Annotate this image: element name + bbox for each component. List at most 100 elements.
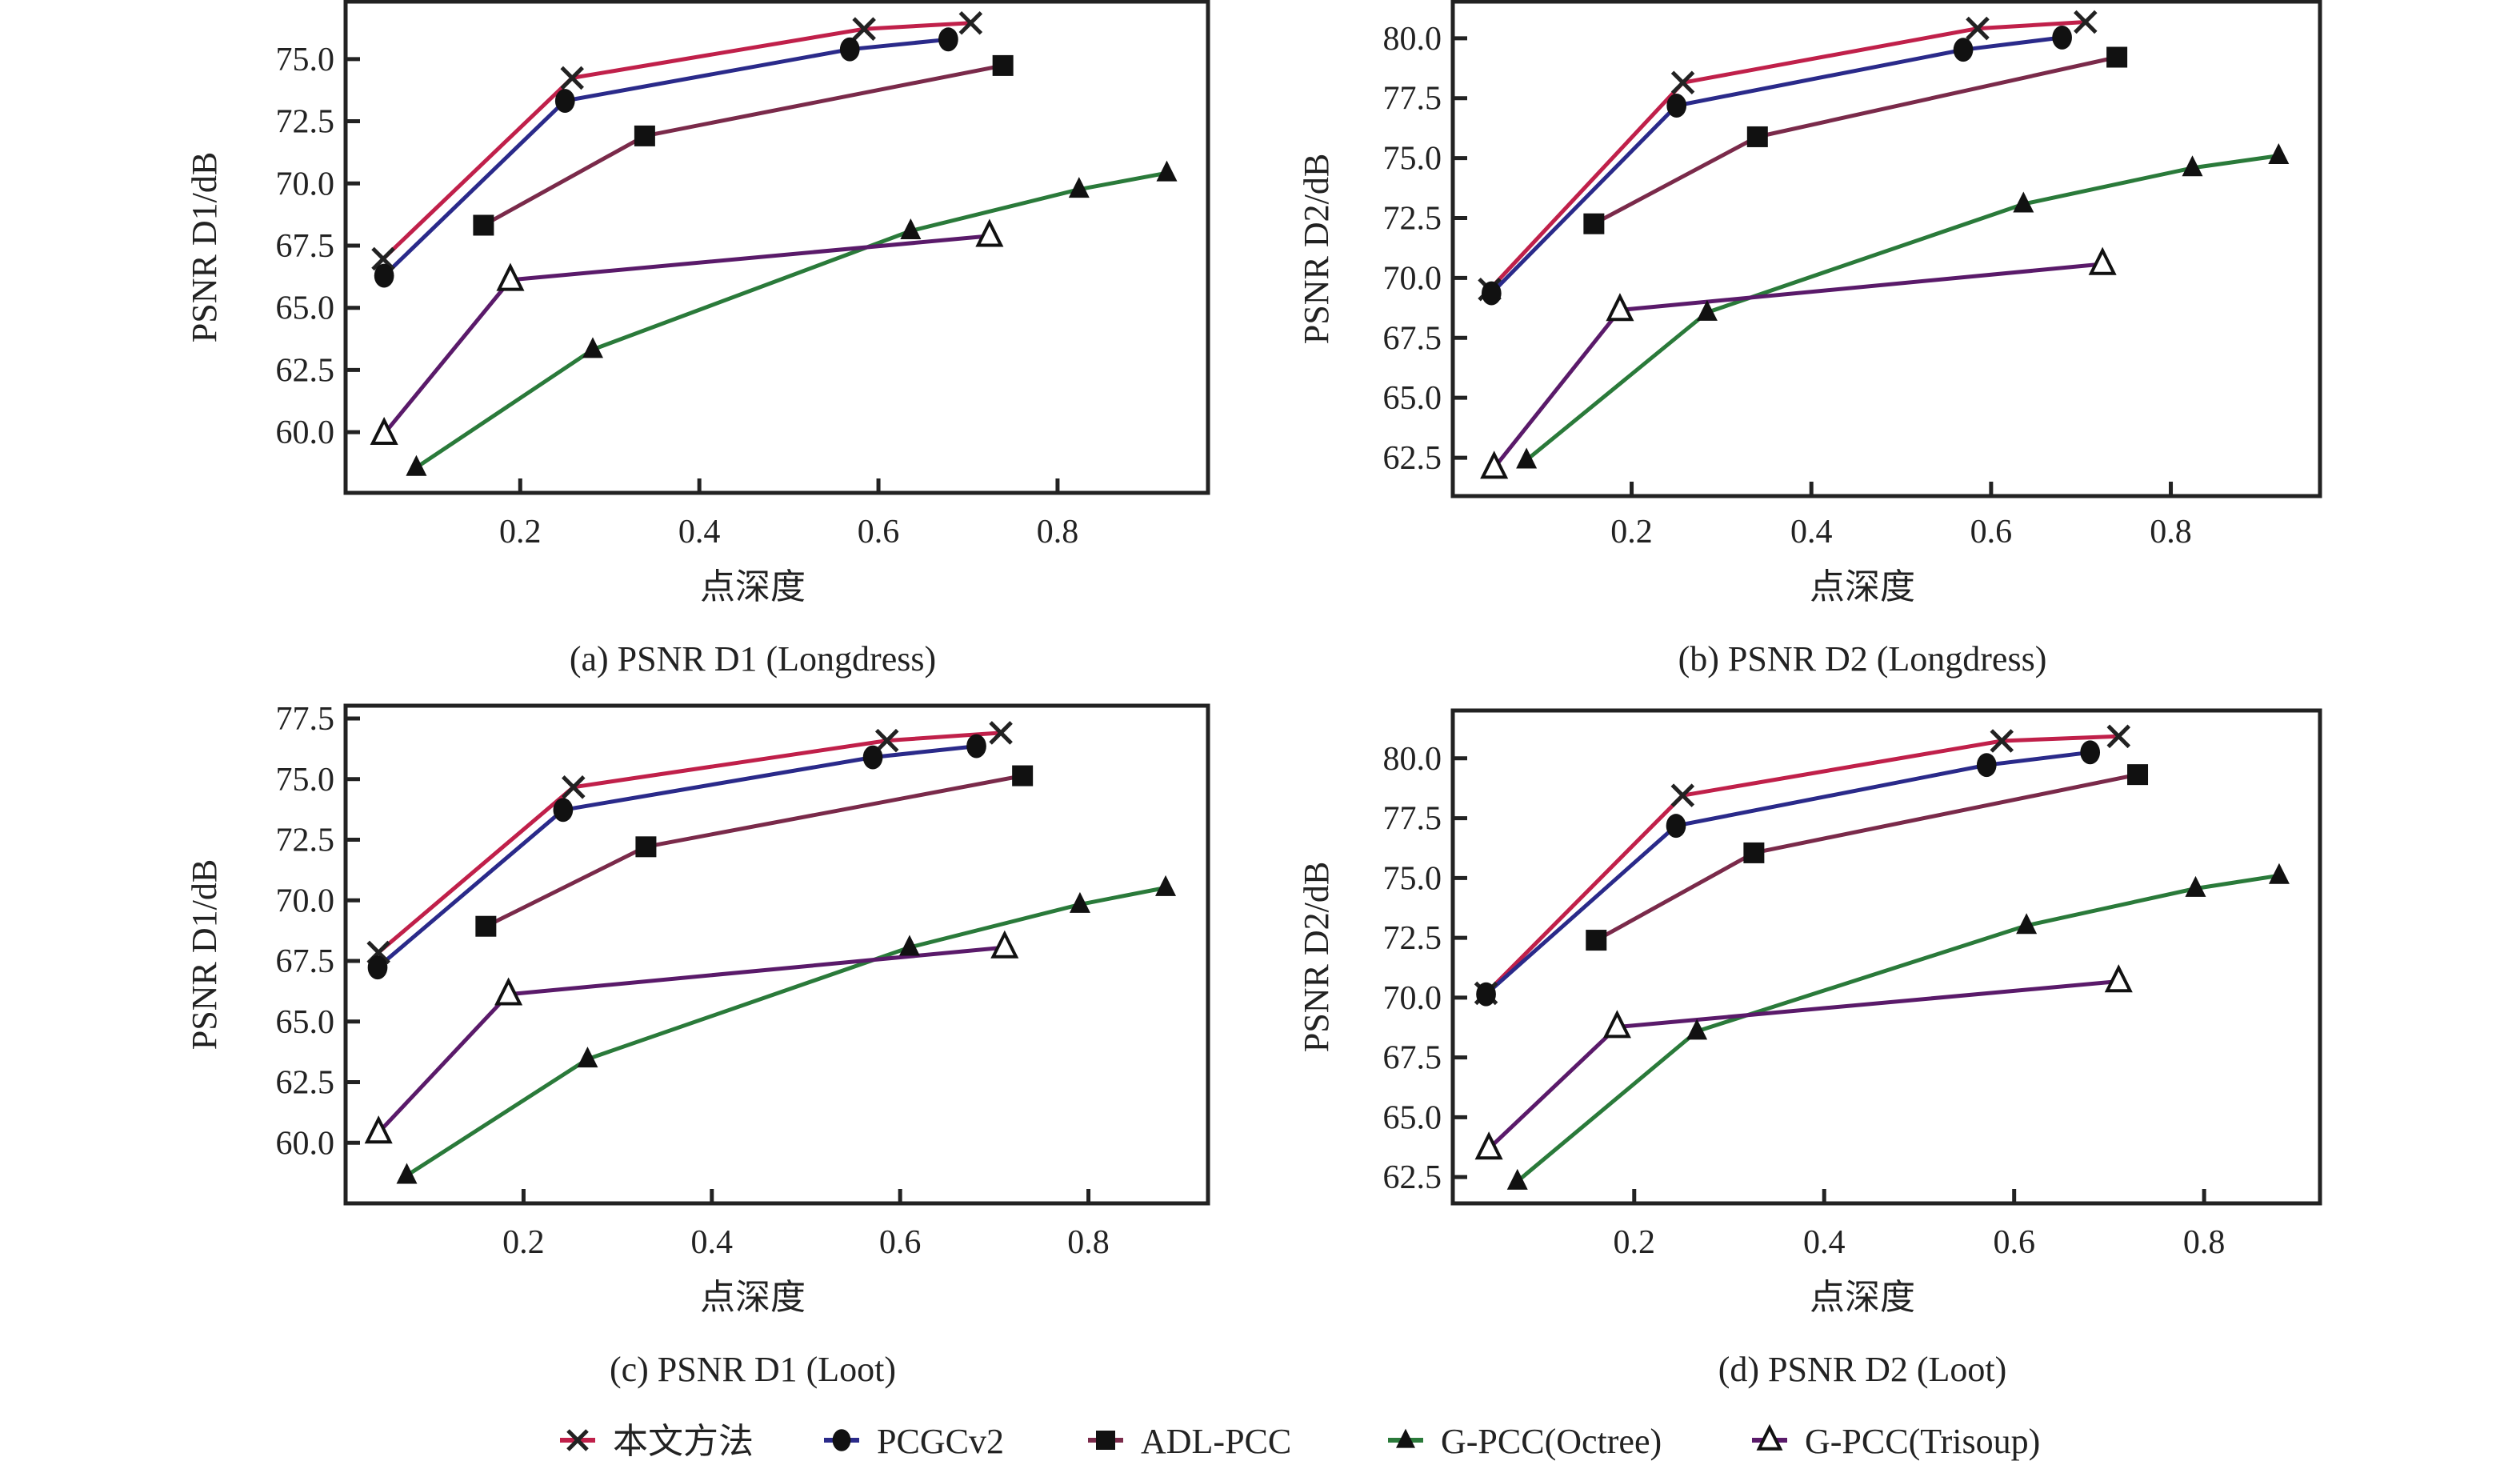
data-point	[852, 17, 876, 41]
series-line	[376, 744, 977, 970]
y-tick-label: 70.0	[276, 883, 335, 919]
series-line	[1593, 55, 2118, 226]
y-tick-label: 75.0	[276, 42, 335, 78]
x-axis-title: 点深度	[700, 567, 806, 606]
legend-label: 本文方法	[613, 1422, 754, 1461]
data-point	[1474, 1131, 1503, 1160]
y-tick-label: 67.5	[1383, 320, 1442, 357]
series-line	[382, 21, 971, 261]
plot-frame	[343, 0, 1210, 495]
data-point	[494, 977, 523, 1006]
data-point	[989, 721, 1013, 745]
series-line	[415, 170, 1167, 470]
y-axis-title: PSNR D1/dB	[185, 859, 224, 1050]
data-point	[1506, 1168, 1528, 1190]
data-point	[1476, 982, 1496, 1007]
x-axis-title: 点深度	[1810, 1278, 1915, 1317]
y-tick-label: 77.5	[1383, 801, 1442, 838]
series-line	[377, 730, 1002, 955]
series-line	[406, 886, 1166, 1178]
data-point	[374, 263, 394, 288]
series-line	[1488, 20, 2086, 291]
data-point	[2185, 875, 2206, 897]
legend-marker-icon	[566, 1429, 589, 1451]
legend-label: G-PCC(Octree)	[1441, 1422, 1662, 1461]
y-tick-label: 72.5	[1383, 201, 1442, 238]
x-tick-label: 0.4	[691, 1224, 734, 1261]
data-point	[364, 1115, 393, 1144]
data-point	[2106, 46, 2128, 68]
legend-item: G-PCC(Trisoup)	[1752, 1422, 2040, 1461]
data-point	[1068, 177, 1090, 198]
data-point	[975, 218, 1004, 247]
data-point	[2080, 740, 2101, 765]
legend: 本文方法 PCGCv2 ADL-PCC G-PCC(Octree) G-PCC(Tris…	[560, 1422, 2040, 1461]
data-point	[553, 798, 574, 823]
panels: 60.0 62.5 65.0 67.5 70.0 72.5 75.0 0.2 0.4 0.6 0.8…	[185, 0, 2322, 1389]
data-point	[1583, 213, 1605, 234]
data-point	[1743, 842, 1765, 863]
y-axis-title: PSNR D2/dB	[1297, 154, 1336, 344]
panel-caption: (d) PSNR D2 (Loot)	[1718, 1350, 2007, 1389]
legend-label: PCGCv2	[877, 1422, 1004, 1461]
series-line	[1484, 734, 2119, 995]
series-line	[382, 37, 949, 278]
y-tick-label: 75.0	[1383, 141, 1442, 178]
x-tick-label: 0.4	[678, 514, 721, 550]
legend-item: G-PCC(Octree)	[1388, 1422, 1662, 1461]
data-point	[406, 454, 427, 476]
data-point	[634, 125, 655, 146]
data-point	[1976, 753, 1997, 778]
y-axis-title: PSNR D1/dB	[185, 152, 224, 342]
data-point	[2104, 964, 2133, 993]
y-tick-label: 72.5	[276, 104, 335, 141]
data-point	[475, 915, 497, 937]
y-tick-label: 75.0	[276, 762, 335, 799]
data-point	[2074, 10, 2098, 34]
y-tick-label: 65.0	[276, 1004, 335, 1041]
y-tick-label: 67.5	[276, 228, 335, 265]
x-tick-label: 0.8	[1067, 1224, 1110, 1261]
x-tick-label: 0.6	[1970, 514, 2013, 550]
x-tick-label: 0.8	[2150, 514, 2192, 550]
x-tick-label: 0.6	[858, 514, 900, 550]
plot-frame	[1450, 0, 2322, 498]
x-tick-label: 0.8	[1037, 514, 1079, 550]
data-point	[1069, 891, 1090, 913]
data-point	[554, 89, 575, 113]
series-line	[382, 234, 990, 435]
data-point	[900, 218, 922, 240]
data-point	[958, 10, 983, 35]
series-line	[1484, 750, 2091, 996]
panel-caption: (b) PSNR D2 (Longdress)	[1678, 639, 2047, 678]
plot-frame	[1450, 708, 2322, 1206]
data-point	[562, 775, 586, 799]
y-tick-label: 65.0	[276, 290, 335, 327]
data-point	[1696, 299, 1718, 321]
chart-panel-2: 60.0 62.5 65.0 67.5 70.0 72.5 75.0 77.5 0.2 0.4 0.…	[185, 701, 1210, 1389]
y-tick-label: 67.5	[1383, 1040, 1442, 1077]
y-tick-label: 62.5	[276, 1065, 335, 1102]
data-point	[371, 246, 395, 271]
legend-label: G-PCC(Trisoup)	[1805, 1422, 2040, 1461]
data-point	[2268, 143, 2290, 165]
series-line	[1492, 262, 2103, 470]
data-point	[496, 262, 525, 291]
data-point	[874, 728, 899, 753]
panel-caption: (a) PSNR D1 (Longdress)	[570, 639, 936, 678]
data-point	[966, 734, 986, 759]
data-point	[2013, 191, 2034, 213]
y-tick-label: 60.0	[276, 1125, 335, 1162]
y-tick-label: 80.0	[1383, 741, 1442, 778]
x-tick-label: 0.6	[879, 1224, 922, 1261]
data-point	[1155, 875, 1177, 896]
data-point	[862, 745, 883, 770]
data-point	[1480, 450, 1509, 479]
data-point	[1746, 126, 1768, 147]
data-point	[1606, 293, 1634, 322]
chart-panel-3: 62.5 65.0 67.5 70.0 72.5 75.0 77.5 80.0 0.2 0.4 0.…	[1297, 708, 2322, 1389]
data-point	[1481, 281, 1502, 306]
series-line	[377, 945, 1006, 1135]
data-point	[1990, 729, 2014, 753]
